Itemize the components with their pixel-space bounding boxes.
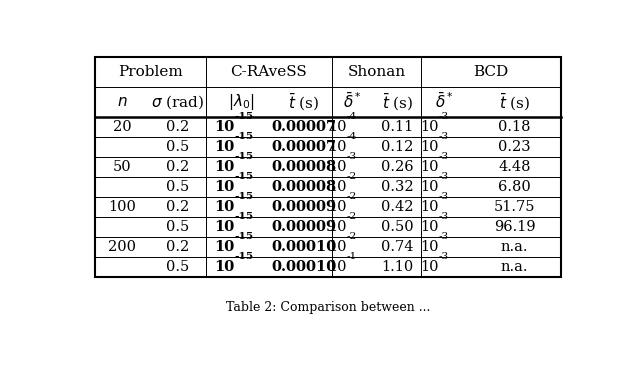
Text: 0.00010: 0.00010	[271, 260, 337, 274]
Text: -15: -15	[235, 232, 254, 241]
Text: 96.19: 96.19	[493, 220, 535, 234]
Text: $n$: $n$	[117, 95, 128, 109]
Text: 0.5: 0.5	[166, 260, 189, 274]
Text: 0.00008: 0.00008	[271, 180, 336, 194]
Text: -15: -15	[235, 192, 254, 201]
Text: -15: -15	[235, 172, 254, 181]
Text: $|\lambda_0|$: $|\lambda_0|$	[228, 92, 254, 112]
Text: 0.00009: 0.00009	[271, 200, 336, 214]
Text: -3: -3	[438, 252, 449, 261]
Text: 0.00010: 0.00010	[271, 240, 337, 254]
Text: 0.32: 0.32	[381, 180, 413, 194]
Text: 10: 10	[214, 160, 235, 174]
Text: 10: 10	[328, 140, 346, 154]
Text: 0.00007: 0.00007	[271, 120, 336, 134]
Text: 10: 10	[328, 160, 346, 174]
Text: -3: -3	[438, 192, 449, 201]
Text: 10: 10	[214, 240, 235, 254]
Bar	[95, 58, 561, 278]
Text: 10: 10	[328, 120, 346, 134]
Text: 10: 10	[420, 180, 438, 194]
Text: 10: 10	[328, 180, 346, 194]
Text: 10: 10	[420, 240, 438, 254]
Text: 10: 10	[328, 200, 346, 214]
Text: 10: 10	[420, 160, 438, 174]
Text: 0.00007: 0.00007	[271, 140, 336, 154]
Text: -15: -15	[235, 252, 254, 261]
Text: 51.75: 51.75	[493, 200, 535, 214]
Text: 50: 50	[113, 160, 132, 174]
Text: -2: -2	[346, 232, 356, 241]
Text: 10: 10	[328, 220, 346, 234]
Text: 0.42: 0.42	[381, 200, 413, 214]
Text: 100: 100	[108, 200, 136, 214]
Text: -4: -4	[346, 112, 356, 121]
Text: 0.18: 0.18	[499, 120, 531, 134]
Text: -15: -15	[235, 152, 254, 161]
Text: $\sigma$ (rad): $\sigma$ (rad)	[151, 93, 205, 111]
Text: $\bar{t}$ (s): $\bar{t}$ (s)	[499, 92, 530, 112]
Text: 10: 10	[420, 260, 438, 274]
Text: Shonan: Shonan	[348, 65, 406, 79]
Text: 10: 10	[420, 120, 438, 134]
Text: 0.5: 0.5	[166, 140, 189, 154]
Text: 1.10: 1.10	[381, 260, 413, 274]
Text: Problem: Problem	[118, 65, 183, 79]
Text: -3: -3	[438, 152, 449, 161]
Text: -3: -3	[438, 132, 449, 141]
Text: $\bar{t}$ (s): $\bar{t}$ (s)	[288, 92, 319, 112]
Text: -15: -15	[235, 212, 254, 221]
Text: 0.5: 0.5	[166, 180, 189, 194]
Text: -2: -2	[346, 192, 356, 201]
Text: Table 2: Comparison between ...: Table 2: Comparison between ...	[226, 301, 430, 314]
Text: C-RAveSS: C-RAveSS	[230, 65, 307, 79]
Text: 10: 10	[214, 200, 235, 214]
Text: $\bar{\delta}^*$: $\bar{\delta}^*$	[435, 92, 454, 111]
Text: 0.11: 0.11	[381, 120, 413, 134]
Text: 6.80: 6.80	[498, 180, 531, 194]
Text: -15: -15	[235, 112, 254, 121]
Text: 10: 10	[328, 240, 346, 254]
Text: 0.2: 0.2	[166, 120, 189, 134]
Text: -1: -1	[346, 252, 356, 261]
Text: -3: -3	[438, 172, 449, 181]
Text: 0.2: 0.2	[166, 240, 189, 254]
Text: -2: -2	[346, 172, 356, 181]
Text: 0.26: 0.26	[381, 160, 413, 174]
Text: 10: 10	[420, 200, 438, 214]
Text: -15: -15	[235, 132, 254, 141]
Text: 0.5: 0.5	[166, 220, 189, 234]
Text: 10: 10	[214, 120, 235, 134]
Text: $\bar{t}$ (s): $\bar{t}$ (s)	[381, 92, 413, 112]
Text: -4: -4	[346, 132, 356, 141]
Text: -3: -3	[346, 152, 356, 161]
Text: 10: 10	[420, 220, 438, 234]
Text: 0.12: 0.12	[381, 140, 413, 154]
Text: 0.74: 0.74	[381, 240, 413, 254]
Text: -3: -3	[438, 232, 449, 241]
Text: 10: 10	[214, 180, 235, 194]
Text: n.a.: n.a.	[500, 240, 528, 254]
Text: 10: 10	[214, 220, 235, 234]
Text: 10: 10	[328, 260, 346, 274]
Text: $\bar{\delta}^*$: $\bar{\delta}^*$	[343, 92, 362, 111]
Text: 200: 200	[108, 240, 136, 254]
Text: 0.00009: 0.00009	[271, 220, 336, 234]
Text: 0.50: 0.50	[381, 220, 413, 234]
Text: 20: 20	[113, 120, 132, 134]
Text: 0.23: 0.23	[498, 140, 531, 154]
Text: n.a.: n.a.	[500, 260, 528, 274]
Text: -3: -3	[438, 112, 449, 121]
Text: BCD: BCD	[474, 65, 509, 79]
Text: 10: 10	[214, 260, 235, 274]
Text: 10: 10	[214, 140, 235, 154]
Text: 0.2: 0.2	[166, 160, 189, 174]
Text: 0.00008: 0.00008	[271, 160, 336, 174]
Text: 0.2: 0.2	[166, 200, 189, 214]
Text: -3: -3	[438, 212, 449, 221]
Text: -2: -2	[346, 212, 356, 221]
Text: 10: 10	[420, 140, 438, 154]
Text: 4.48: 4.48	[499, 160, 531, 174]
